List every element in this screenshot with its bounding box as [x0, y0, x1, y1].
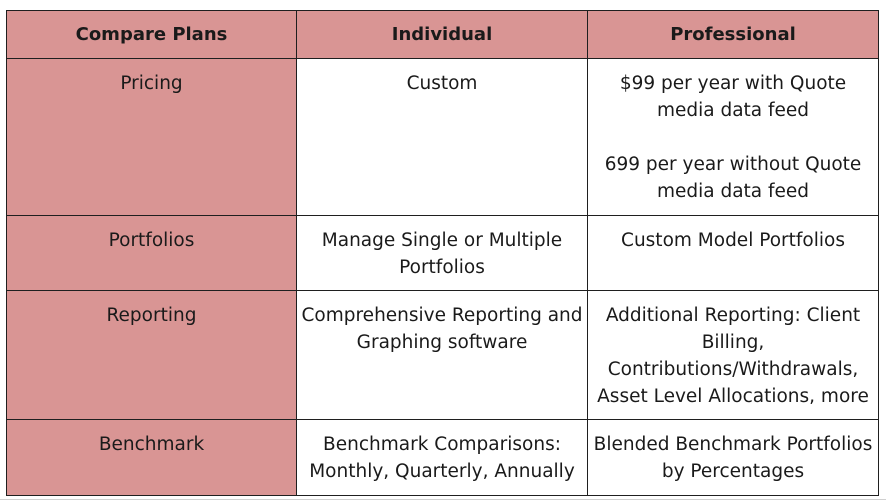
cell-professional-portfolios: Custom Model Portfolios: [587, 215, 879, 291]
cell-individual-pricing: Custom: [296, 58, 588, 216]
table-row-benchmark: Benchmark Benchmark Comparisons: Monthly…: [6, 419, 879, 496]
table-row-pricing: Pricing Custom $99 per year with Quote m…: [6, 58, 879, 216]
pricing-without-feed: 699 per year without Quote media data fe…: [604, 154, 862, 202]
table-row-reporting: Reporting Comprehensive Reporting and Gr…: [6, 290, 879, 420]
header-professional: Professional: [587, 10, 879, 59]
header-row: Compare Plans Individual Professional: [6, 10, 879, 59]
compare-plans-table: Compare Plans Individual Professional Pr…: [6, 10, 879, 496]
cell-individual-benchmark: Benchmark Comparisons: Monthly, Quarterl…: [296, 419, 588, 496]
pricing-with-feed: $99 per year with Quote media data feed: [619, 73, 847, 121]
header-individual: Individual: [296, 10, 588, 59]
row-label-reporting: Reporting: [6, 290, 297, 420]
header-compare-plans: Compare Plans: [6, 10, 297, 59]
row-label-portfolios: Portfolios: [6, 215, 297, 291]
row-label-benchmark: Benchmark: [6, 419, 297, 496]
cell-professional-benchmark: Blended Benchmark Portfolios by Percenta…: [587, 419, 879, 496]
row-label-pricing: Pricing: [6, 58, 297, 216]
cell-professional-pricing: $99 per year with Quote media data feed …: [587, 58, 879, 216]
cell-professional-reporting: Additional Reporting: Client Billing, Co…: [587, 290, 879, 420]
table-row-portfolios: Portfolios Manage Single or Multiple Por…: [6, 215, 879, 291]
cell-individual-portfolios: Manage Single or Multiple Portfolios: [296, 215, 588, 291]
page-divider: [0, 499, 886, 500]
cell-individual-reporting: Comprehensive Reporting and Graphing sof…: [296, 290, 588, 420]
